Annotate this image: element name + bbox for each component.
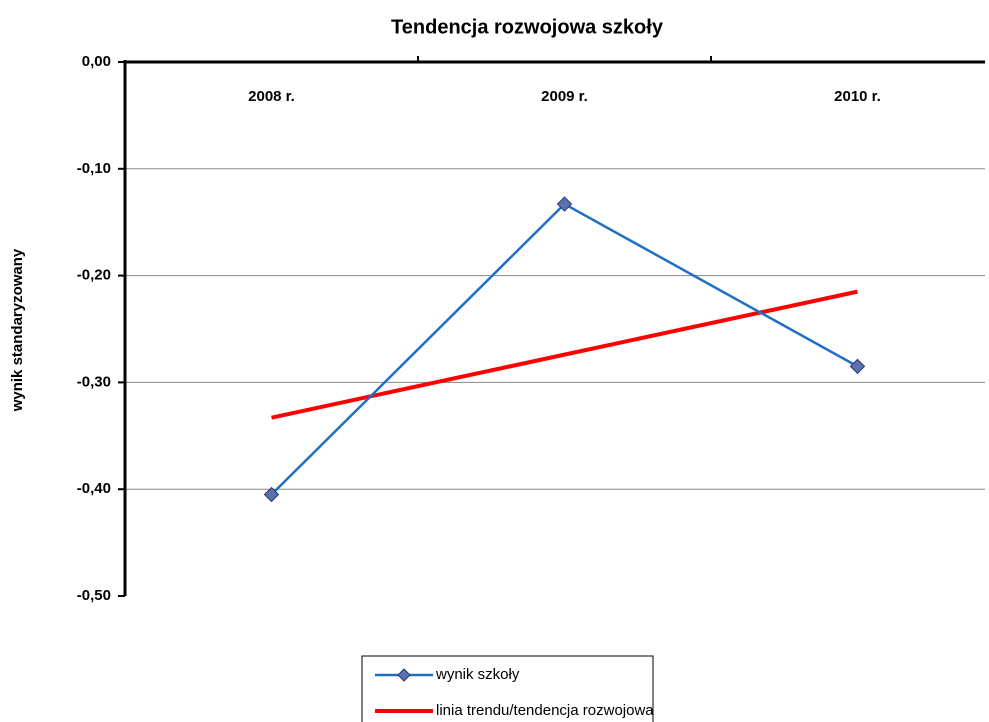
x-tick-label: 2009 r. <box>541 88 588 105</box>
y-tick-label: -0,50 <box>77 587 111 604</box>
chart: Tendencja rozwojowa szkoły wynik standar… <box>0 0 989 722</box>
x-tick-label: 2008 r. <box>248 88 295 105</box>
series-line <box>272 292 858 418</box>
y-axis-label: wynik standaryzowany <box>9 248 26 412</box>
y-tick-label: -0,10 <box>77 160 111 177</box>
page: Tendencja rozwojowa szkoły wynik standar… <box>0 0 989 722</box>
y-tick-label: -0,40 <box>77 480 111 497</box>
legend-label: linia trendu/tendencja rozwojowa <box>436 702 654 719</box>
marker <box>851 359 865 373</box>
legend-label: wynik szkoły <box>435 666 520 683</box>
y-tick-label: 0,00 <box>82 53 111 70</box>
series-line <box>272 204 858 494</box>
x-tick-label: 2010 r. <box>834 88 881 105</box>
chart-title: Tendencja rozwojowa szkoły <box>391 16 664 38</box>
y-tick-label: -0,20 <box>77 267 111 284</box>
y-tick-label: -0,30 <box>77 373 111 390</box>
